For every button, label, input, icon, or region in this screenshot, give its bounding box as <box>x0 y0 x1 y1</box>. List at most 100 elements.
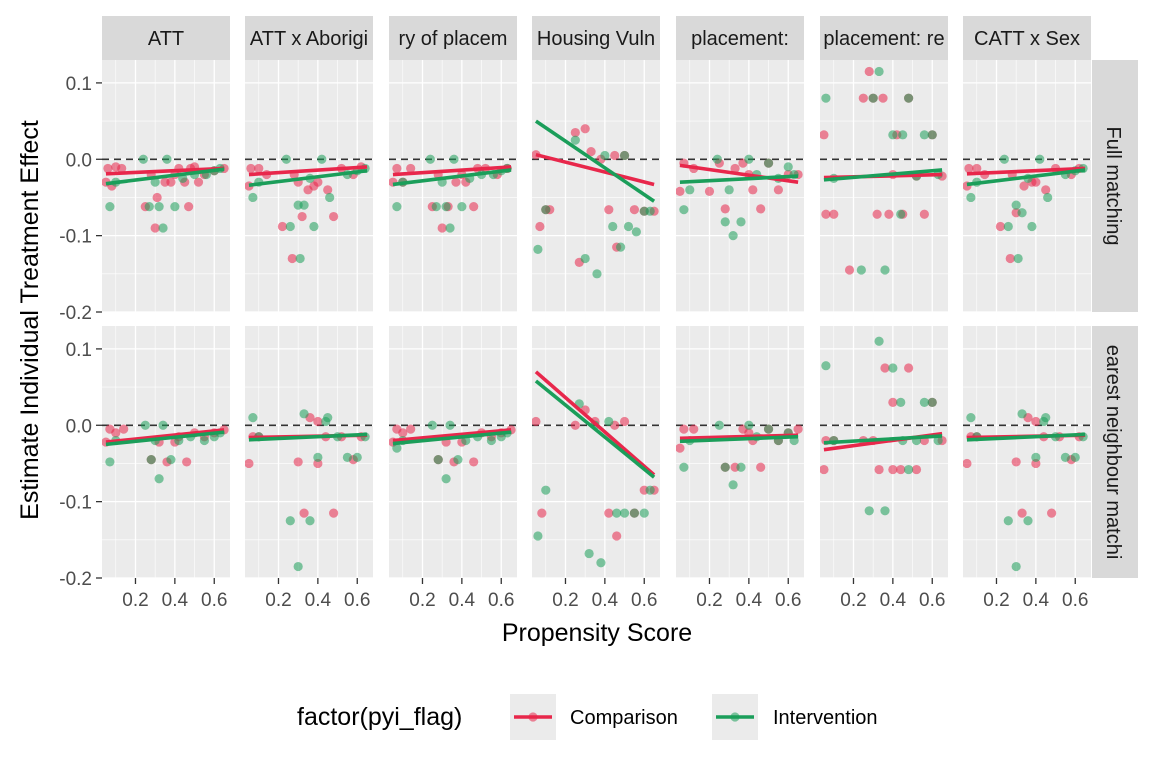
point-comparison <box>820 464 829 475</box>
fit-line-intervention <box>534 379 656 479</box>
panel-data <box>389 420 517 484</box>
fit-line-intervention <box>248 432 368 442</box>
point-intervention <box>1017 409 1027 419</box>
point-intervention <box>1031 452 1041 462</box>
fit-line-intervention <box>534 119 656 203</box>
point-comparison <box>437 223 447 233</box>
point-comparison <box>392 163 402 174</box>
point-comparison <box>469 457 479 467</box>
point-intervention <box>631 227 641 237</box>
point-intervention <box>1027 221 1037 232</box>
x-tick-label: 0.4 <box>449 590 476 611</box>
point-comparison <box>246 163 256 174</box>
point-intervention <box>856 265 866 275</box>
point-intervention <box>966 413 976 423</box>
point-comparison <box>469 202 479 212</box>
point-intervention <box>199 435 209 446</box>
point-comparison <box>748 185 758 195</box>
point-intervention <box>1003 516 1013 526</box>
facet-strip-label: Housing Vuln <box>537 28 655 50</box>
y-axis-title: Estimate Individual Treatment Effect <box>16 120 44 520</box>
point-intervention <box>453 455 463 465</box>
point-intervention <box>248 192 258 203</box>
point-intervention <box>821 361 831 371</box>
point-comparison <box>676 186 685 196</box>
point-intervention <box>580 253 590 264</box>
facet-strip <box>676 16 804 60</box>
point-comparison <box>297 211 307 222</box>
legend-key-point <box>528 712 538 722</box>
point-intervention <box>1017 208 1027 218</box>
point-comparison <box>398 428 408 438</box>
panel-data <box>245 154 373 264</box>
point-comparison <box>874 464 884 475</box>
panels-layer <box>102 60 1091 579</box>
point-intervention <box>140 420 150 430</box>
point-comparison <box>182 457 192 467</box>
point-comparison <box>904 363 914 373</box>
point-intervention <box>293 561 303 572</box>
x-tick-label: 0.6 <box>344 590 370 611</box>
point-comparison <box>880 363 890 373</box>
point-comparison <box>245 458 254 469</box>
point-comparison <box>888 397 898 407</box>
point-intervention <box>679 205 689 215</box>
point-intervention <box>679 462 689 472</box>
y-tick-label: -0.1 <box>59 227 92 248</box>
point-intervention <box>1035 154 1045 164</box>
point-comparison <box>884 209 894 219</box>
point-comparison <box>878 93 888 103</box>
point-intervention <box>138 154 148 164</box>
point-intervention <box>392 202 402 212</box>
panel-data <box>820 66 948 275</box>
panel-background <box>676 60 804 312</box>
x-tick-label: 0.2 <box>983 590 1009 611</box>
x-axis-title: Propensity Score <box>502 619 692 647</box>
point-comparison <box>323 185 333 195</box>
fit-line-comparison <box>535 152 655 187</box>
point-intervention <box>619 150 630 161</box>
point-comparison <box>277 221 288 232</box>
point-intervention <box>645 206 655 216</box>
point-intervention <box>295 253 305 264</box>
point-intervention <box>880 265 890 275</box>
point-comparison <box>313 416 323 427</box>
fit-line-intervention <box>679 174 799 184</box>
point-intervention <box>612 508 622 518</box>
point-comparison <box>829 209 839 219</box>
point-comparison <box>1011 457 1021 467</box>
point-intervention <box>720 462 730 472</box>
point-comparison <box>821 209 831 219</box>
row-strip-label: Full matching <box>1102 127 1124 246</box>
point-intervention <box>541 205 551 215</box>
fit-line-intervention <box>966 168 1086 187</box>
point-intervention <box>352 452 362 462</box>
panel-data <box>820 336 948 516</box>
point-intervention <box>305 516 315 526</box>
facet-panel <box>389 326 517 579</box>
point-intervention <box>146 455 156 465</box>
x-tick-label: 0.4 <box>736 590 763 611</box>
point-intervention <box>445 223 455 233</box>
point-intervention <box>425 154 435 164</box>
point-comparison <box>293 457 303 467</box>
point-intervention <box>392 443 402 453</box>
point-comparison <box>580 124 590 134</box>
point-intervention <box>281 154 291 164</box>
point-intervention <box>166 455 176 465</box>
panel-background <box>102 326 230 578</box>
panel-data <box>676 420 804 490</box>
point-comparison <box>532 416 541 427</box>
point-intervention <box>744 420 754 430</box>
point-intervention <box>427 420 437 430</box>
fit-line-comparison <box>392 428 512 443</box>
x-tick-label: 0.2 <box>696 590 722 611</box>
point-intervention <box>486 435 496 446</box>
point-comparison <box>586 147 596 157</box>
fit-line-intervention <box>966 432 1086 442</box>
point-comparison <box>150 223 160 233</box>
point-intervention <box>449 154 459 164</box>
point-comparison <box>720 204 730 214</box>
point-intervention <box>933 435 943 446</box>
point-comparison <box>1031 177 1041 187</box>
